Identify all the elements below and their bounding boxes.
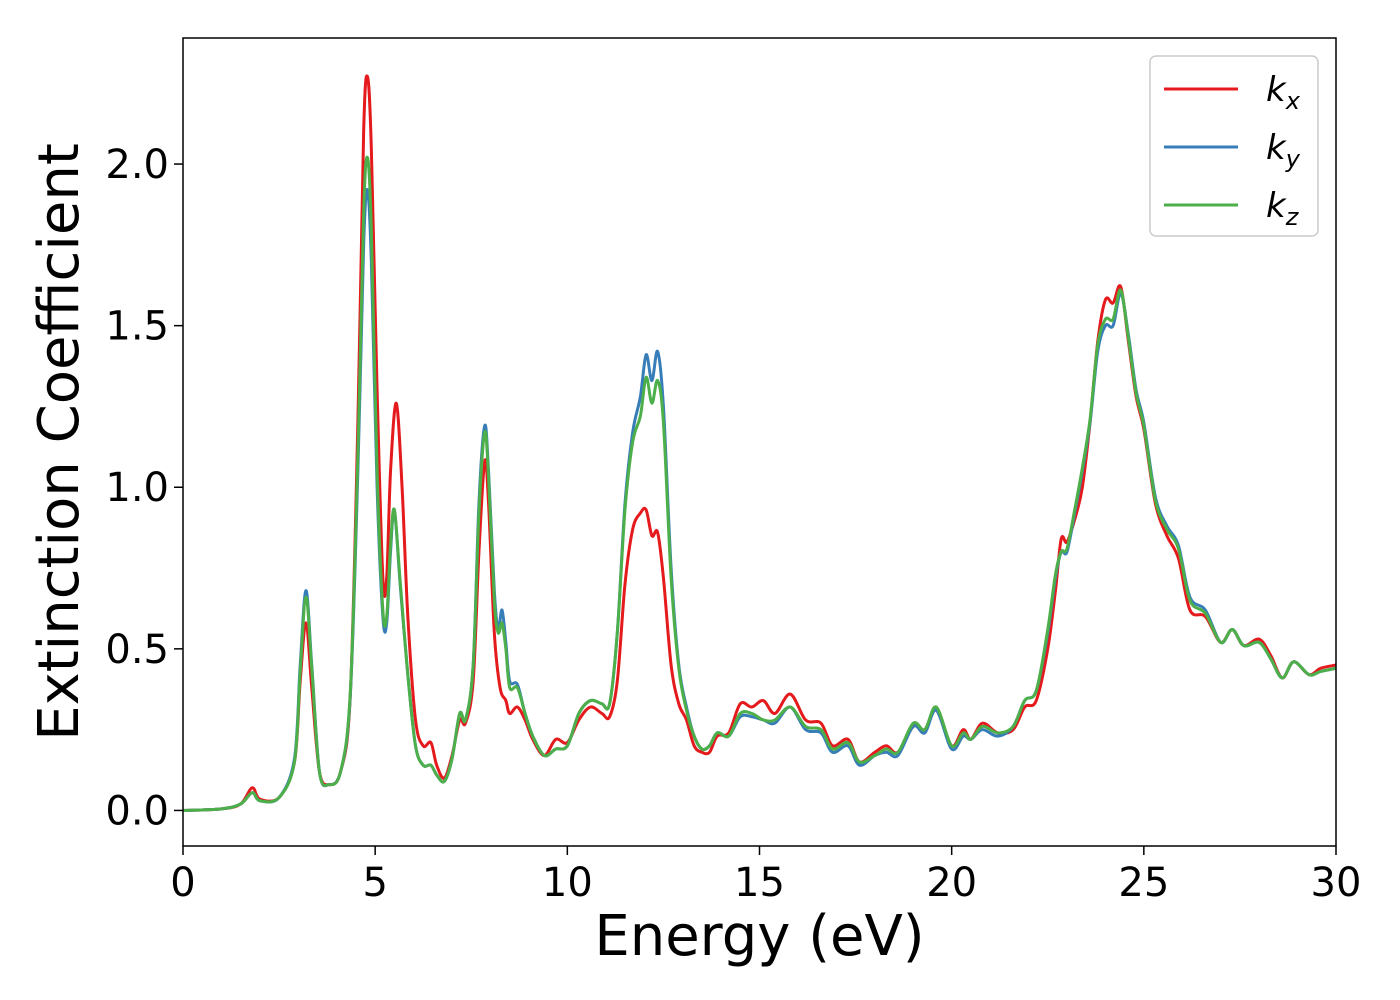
y-tick-label: 2.0 xyxy=(105,142,169,188)
x-tick-label: 20 xyxy=(926,860,977,906)
x-axis: 0 5 10 15 20 25 30 xyxy=(170,846,1361,906)
legend-label-x: kx xyxy=(1266,70,1301,115)
legend-label-y: ky xyxy=(1266,128,1301,173)
legend-label-z: kz xyxy=(1266,186,1300,231)
x-tick-label: 5 xyxy=(362,860,387,906)
series-layer xyxy=(183,74,1336,812)
x-tick-label: 0 xyxy=(170,860,195,906)
x-tick-label: 30 xyxy=(1311,860,1362,906)
series-line-z xyxy=(183,155,1336,812)
x-axis-title: Energy (eV) xyxy=(594,904,924,969)
x-tick-label: 15 xyxy=(734,860,785,906)
legend: kx ky kz xyxy=(1149,55,1319,237)
y-tick-label: 0.5 xyxy=(105,627,169,673)
y-axis: 0.0 0.5 1.0 1.5 2.0 xyxy=(105,142,183,834)
y-tick-label: 1.0 xyxy=(105,465,169,511)
y-tick-label: 0.0 xyxy=(105,788,169,834)
x-tick-label: 25 xyxy=(1118,860,1169,906)
y-axis-title: Extinction Coefficient xyxy=(27,143,92,741)
x-tick-label: 10 xyxy=(542,860,593,906)
y-tick-label: 1.5 xyxy=(105,304,169,350)
